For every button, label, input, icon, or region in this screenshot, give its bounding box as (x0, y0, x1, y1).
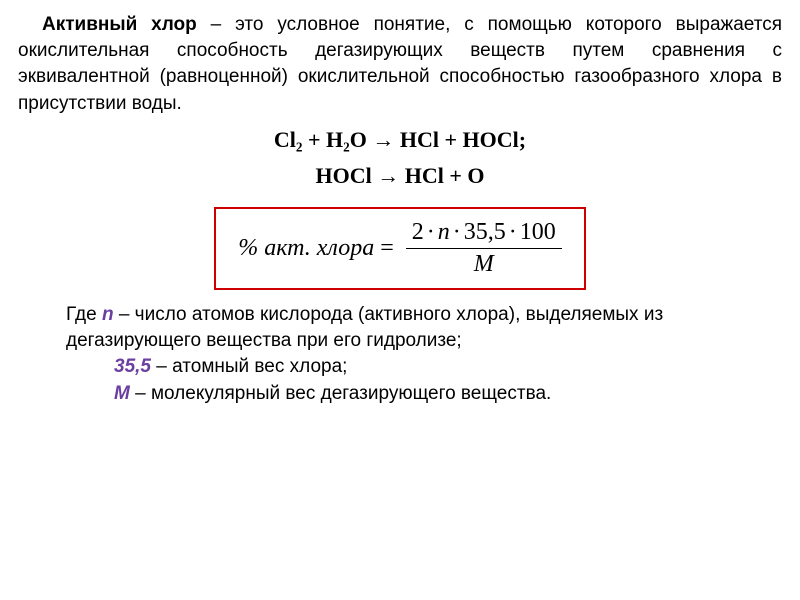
formula-container: % акт. хлора = 2·n·35,5·100 M (18, 203, 782, 302)
def-m-line: M – молекулярный вес дегазирующего вещес… (66, 381, 782, 407)
var-355: 35,5 (114, 356, 151, 377)
var-m: M (114, 383, 130, 404)
intro-paragraph: Активный хлор – это условное понятие, с … (18, 12, 782, 117)
num-n: n (438, 219, 450, 245)
equation-2-block: HOCl → HCl + O (18, 163, 782, 189)
num-355: 35,5 (464, 219, 506, 245)
def-n-text: – число атомов кислорода (активного хлор… (66, 304, 663, 351)
formula-numerator: 2·n·35,5·100 (406, 219, 562, 249)
formula-denominator: M (474, 249, 494, 278)
equation-1: Cl₂ + H₂O → HCl + HOCl; (274, 127, 526, 152)
formula-expression: % акт. хлора = 2·n·35,5·100 M (238, 219, 561, 278)
var-n: n (102, 304, 114, 325)
formula-box: % акт. хлора = 2·n·35,5·100 M (214, 207, 585, 290)
def-n-line: Где n – число атомов кислорода (активног… (66, 302, 782, 354)
formula-fraction: 2·n·35,5·100 M (406, 219, 562, 278)
def-355-text: – атомный вес хлора; (151, 356, 347, 377)
num-2: 2 (412, 219, 424, 245)
intro-title: Активный хлор (42, 14, 197, 35)
equation-2: HOCl → HCl + O (316, 163, 485, 188)
equation-1-block: Cl₂ + H₂O → HCl + HOCl; (18, 127, 782, 153)
num-100: 100 (520, 219, 556, 245)
def-355-line: 35,5 – атомный вес хлора; (66, 354, 782, 380)
where-label: Где (66, 304, 102, 325)
def-m-text: – молекулярный вес дегазирующего веществ… (130, 383, 551, 404)
formula-equals: = (380, 235, 394, 262)
formula-lhs: % акт. хлора (238, 235, 374, 262)
